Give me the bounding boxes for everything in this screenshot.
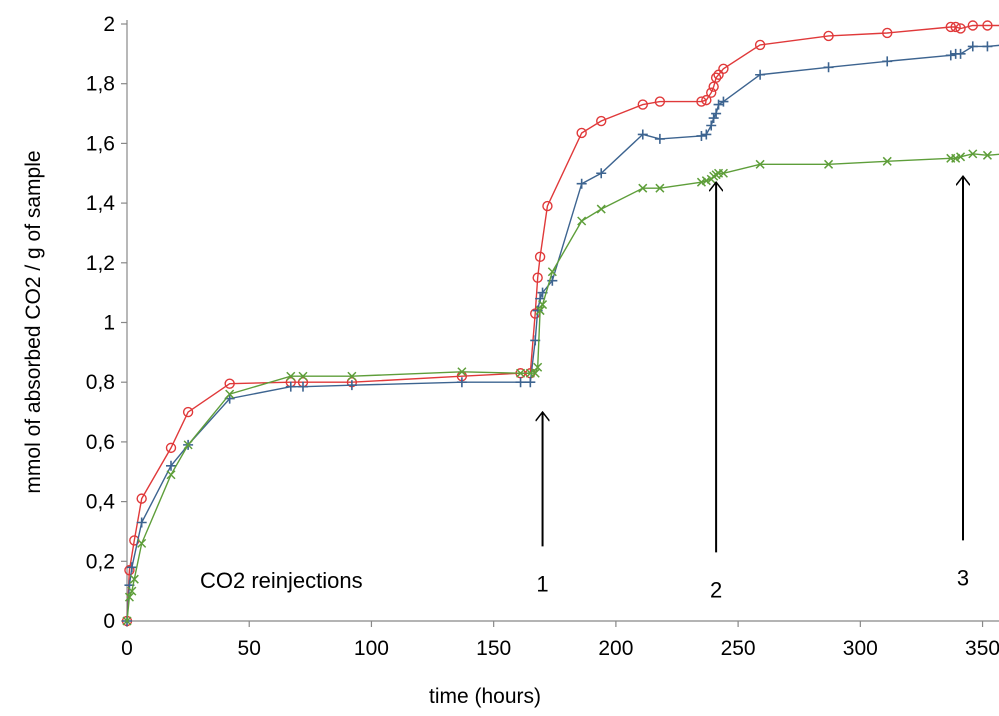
y-tick-label: 0	[103, 610, 115, 633]
data-point	[525, 377, 535, 387]
x-tick-label: 50	[238, 637, 261, 660]
x-tick-label: 300	[843, 637, 878, 660]
x-axis-title: time (hours)	[429, 685, 541, 708]
data-point	[946, 50, 956, 60]
x-tick-label: 200	[598, 637, 633, 660]
annotation-layer: CO2 reinjections 1 2 3	[200, 176, 969, 602]
series-layer	[122, 21, 999, 626]
data-point	[655, 134, 665, 144]
data-point	[709, 113, 719, 123]
y-tick-label: 1	[103, 312, 115, 335]
data-point	[298, 382, 308, 392]
series-1	[123, 21, 999, 626]
x-tick-label: 350	[965, 637, 999, 660]
x-tick-label: 250	[721, 637, 756, 660]
reinjection-label-2: 2	[710, 577, 722, 602]
data-point	[696, 131, 706, 141]
y-tick-label: 1,2	[86, 252, 115, 275]
data-point	[755, 70, 765, 80]
y-tick-label: 0,8	[86, 371, 115, 394]
data-point	[706, 120, 716, 130]
y-tick-label: 0,2	[86, 550, 115, 573]
data-point	[167, 471, 175, 479]
y-tick-label: 0,4	[86, 491, 116, 514]
y-tick-label: 1,8	[86, 73, 115, 96]
series-line	[127, 154, 999, 621]
series-line	[127, 45, 999, 621]
y-tick-label: 0,6	[86, 431, 115, 454]
annotation-caption: CO2 reinjections	[200, 568, 363, 593]
data-point	[516, 377, 526, 387]
data-point	[701, 129, 711, 139]
data-point	[968, 41, 978, 51]
data-point	[882, 56, 892, 66]
reinjection-label-1: 1	[536, 571, 548, 596]
x-tick-label: 150	[476, 637, 511, 660]
y-tick-label: 1,6	[86, 132, 115, 155]
y-axis-title: mmol of absorbed CO2 / g of sample	[22, 150, 45, 493]
data-point	[711, 109, 721, 119]
y-tick-label: 2	[103, 13, 115, 36]
series-2	[122, 40, 999, 626]
series-line	[127, 26, 999, 622]
series-3	[123, 150, 999, 625]
data-point	[597, 205, 605, 213]
axes-layer: 0 0,2 0,4 0,6 0,8 1 1,2 1,4 1,6 1,8 2 0 50 100 150 200 2…	[86, 13, 999, 660]
data-point	[956, 49, 966, 59]
data-point	[824, 62, 834, 72]
data-point	[577, 179, 587, 189]
x-tick-label: 0	[121, 637, 133, 660]
data-point	[286, 382, 296, 392]
x-tick-label: 100	[354, 637, 389, 660]
data-point	[982, 41, 992, 51]
data-point	[578, 217, 586, 225]
y-tick-label: 1,4	[86, 192, 116, 215]
reinjection-label-3: 3	[957, 565, 969, 590]
